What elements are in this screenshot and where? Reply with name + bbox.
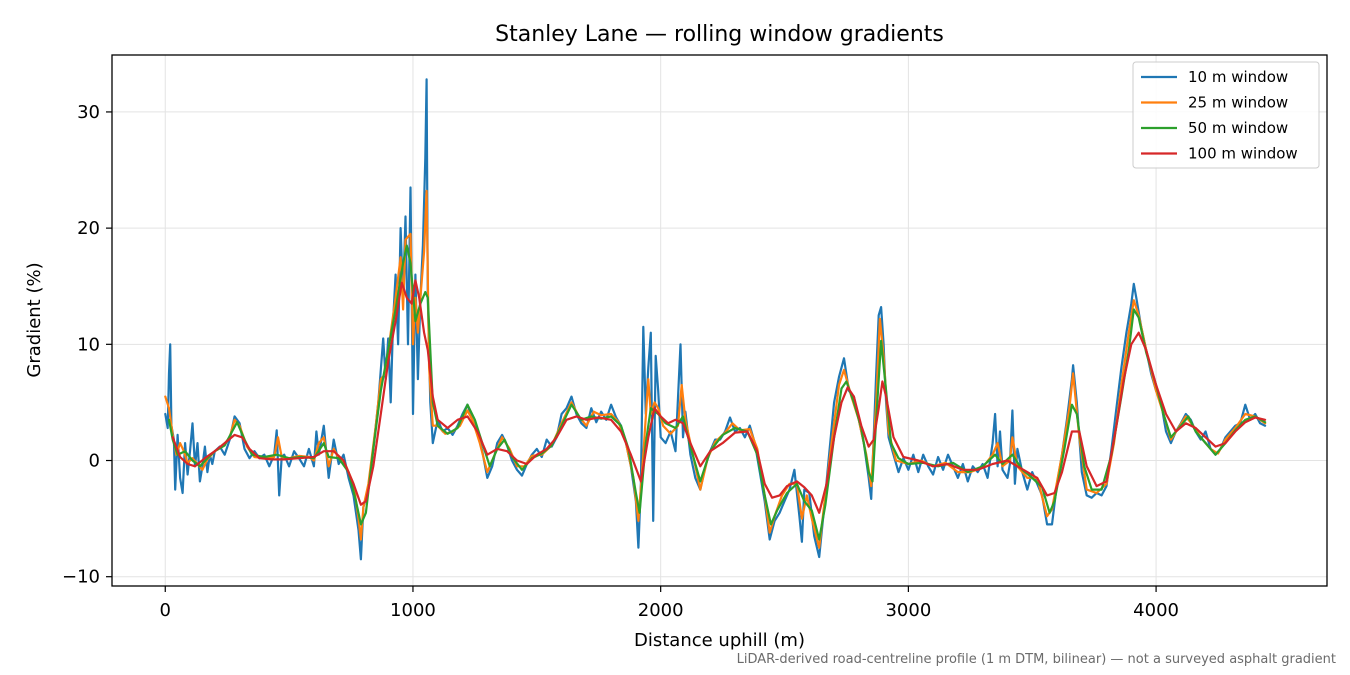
- x-tick-label: 1000: [390, 600, 436, 621]
- series-line-0: [164, 78, 1267, 561]
- y-tick-label: −10: [62, 567, 100, 588]
- y-tick-label: 20: [77, 218, 100, 239]
- legend-box: [1132, 61, 1320, 169]
- legend: 10 m window 25 m window 50 m window 100 m w…: [1132, 61, 1320, 169]
- chart-title: Stanley Lane — rolling window gradients: [495, 22, 944, 47]
- y-tick-label: 30: [77, 102, 100, 123]
- x-tick-label: 4000: [1133, 600, 1179, 621]
- y-tick-label: 0: [89, 451, 100, 472]
- axis-ticks: 0 1000 2000 3000 4000 −10 0 10 20 30: [62, 102, 1179, 621]
- legend-label: 50 m window: [1188, 119, 1288, 137]
- plot-area-frame: [111, 54, 1328, 587]
- series-line-3: [171, 279, 1267, 514]
- legend-label: 100 m window: [1188, 145, 1298, 163]
- y-tick-label: 10: [77, 334, 100, 355]
- legend-label: 10 m window: [1188, 68, 1288, 86]
- series-layer: [164, 78, 1267, 561]
- x-tick-label: 0: [160, 600, 171, 621]
- footnote: LiDAR-derived road-centreline profile (1…: [736, 652, 1336, 667]
- legend-label: 25 m window: [1188, 94, 1288, 112]
- x-axis-label: Distance uphill (m): [634, 630, 805, 651]
- x-tick-label: 2000: [638, 600, 684, 621]
- y-axis-label: Gradient (%): [24, 262, 45, 377]
- x-tick-label: 3000: [885, 600, 931, 621]
